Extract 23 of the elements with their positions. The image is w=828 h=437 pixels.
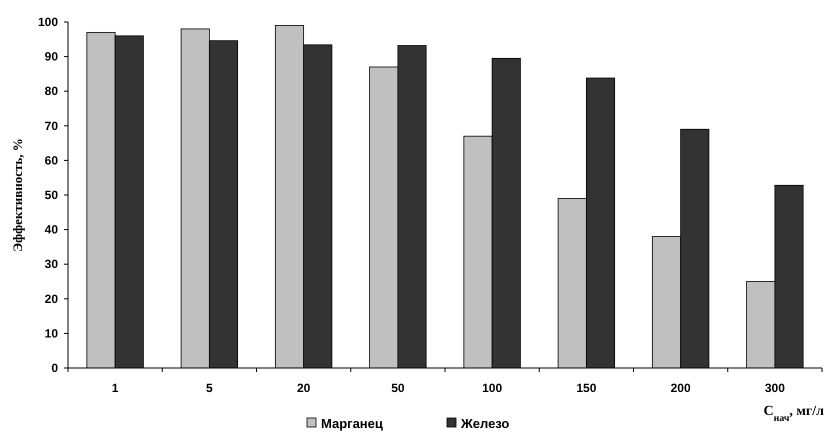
y-tick-label: 50 bbox=[44, 188, 58, 202]
x-tick-label: 50 bbox=[391, 381, 405, 395]
legend-label: Железо bbox=[460, 416, 510, 431]
x-tick-label: 100 bbox=[482, 381, 502, 395]
x-tick-label: 200 bbox=[670, 381, 691, 395]
y-tick-label: 90 bbox=[44, 50, 58, 64]
x-tick-label: 150 bbox=[576, 381, 597, 395]
x-tick-label: 300 bbox=[764, 381, 786, 395]
y-tick-label: 80 bbox=[44, 84, 58, 98]
x-tick-label: 1 bbox=[112, 381, 119, 395]
y-tick-label: 10 bbox=[44, 326, 58, 340]
y-axis-title: Эффективность, % bbox=[10, 138, 25, 252]
y-tick-label: 70 bbox=[44, 118, 58, 133]
y-tick-label: 30 bbox=[44, 257, 58, 272]
x-tick-label: 5 bbox=[206, 381, 214, 395]
x-tick-label: 20 bbox=[296, 381, 311, 395]
y-tick-label: 40 bbox=[44, 222, 58, 237]
x-axis-title: C$_{нач}$, мг/л bbox=[764, 404, 824, 424]
legend-label: Марганец bbox=[321, 416, 383, 431]
y-tick-label: 20 bbox=[44, 292, 58, 306]
y-tick-label: 0 bbox=[51, 361, 58, 375]
y-tick-label: 100 bbox=[38, 15, 58, 29]
y-tick-label: 60 bbox=[44, 153, 58, 168]
